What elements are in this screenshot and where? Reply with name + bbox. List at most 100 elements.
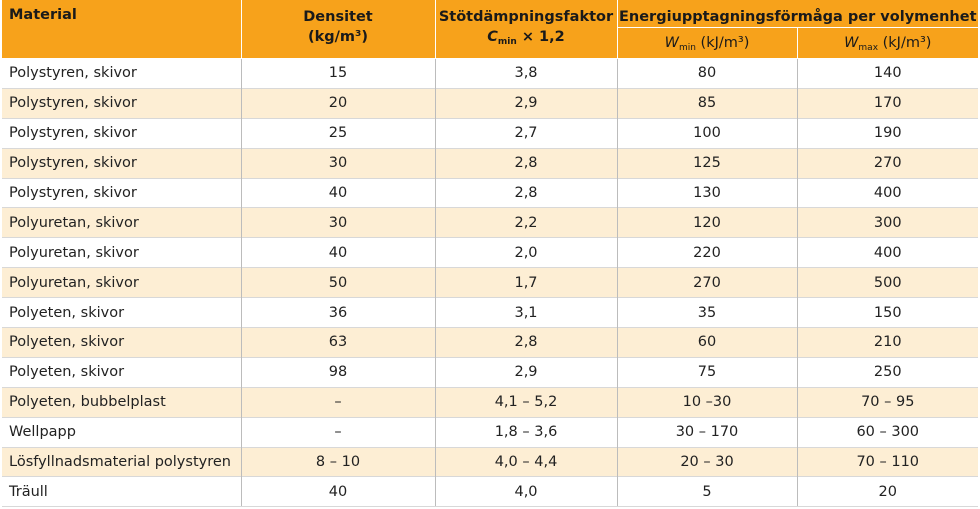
cell-wmax: 300 (797, 207, 978, 238)
table-row: Polyuretan, skivor 30 2,2 120 300 (2, 207, 978, 238)
cell-density: 30 (241, 147, 436, 179)
cell-shock-factor: 1,8 – 3,6 (435, 416, 618, 448)
cell-density: 50 (241, 267, 436, 298)
table-row: Polyuretan, skivor 50 1,7 270 500 (2, 267, 978, 298)
cell-material: Polystyren, skivor (2, 177, 242, 208)
cell-wmax: 500 (797, 267, 978, 298)
cell-shock-factor: 2,0 (435, 237, 618, 268)
cell-material: Polyuretan, skivor (2, 237, 242, 268)
cell-material: Polystyren, skivor (2, 58, 242, 89)
cell-shock-factor: 2,8 (435, 147, 618, 179)
cell-wmax: 250 (797, 356, 978, 388)
cell-wmax: 210 (797, 327, 978, 358)
table-row: Träull 40 4,0 5 20 (2, 476, 978, 508)
cell-shock-factor: 2,2 (435, 207, 618, 238)
table-body: Polystyren, skivor 15 3,8 80 140 Polysty… (2, 58, 978, 508)
cell-wmin: 220 (617, 237, 798, 268)
table-row: Polyeten, bubbelplast – 4,1 – 5,2 10 –30… (2, 386, 978, 418)
cell-wmax: 400 (797, 177, 978, 208)
cell-wmin: 10 –30 (617, 386, 798, 418)
cell-material: Polystyren, skivor (2, 117, 242, 149)
cell-density: 98 (241, 356, 436, 388)
header-wmax-sub: max (858, 43, 879, 53)
header-wmax-unit: (kJ/m³) (878, 35, 932, 51)
table-header: Material Densitet (kg/m³) Stötdämpningsf… (2, 0, 978, 59)
header-wmax: Wmax (kJ/m³) (797, 27, 978, 59)
table-row: Polystyren, skivor 25 2,7 100 190 (2, 117, 978, 149)
cell-wmin: 60 (617, 327, 798, 358)
cell-wmin: 120 (617, 207, 798, 238)
cell-density: 15 (241, 58, 436, 89)
cell-wmin: 30 – 170 (617, 416, 798, 448)
cell-wmax: 400 (797, 237, 978, 268)
cell-material: Wellpapp (2, 416, 242, 448)
table-row: Lösfyllnadsmaterial polystyren 8 – 10 4,… (2, 446, 978, 477)
header-shock-var: C (487, 29, 498, 45)
cell-material: Polystyren, skivor (2, 147, 242, 179)
cell-density: – (241, 386, 436, 418)
header-wmin-sub: min (678, 43, 696, 53)
cell-density: 40 (241, 476, 436, 508)
cell-shock-factor: 2,7 (435, 117, 618, 149)
cell-material: Polyeten, bubbelplast (2, 386, 242, 418)
cell-shock-factor: 3,8 (435, 58, 618, 89)
cell-density: 63 (241, 327, 436, 358)
cell-density: 40 (241, 237, 436, 268)
table-row: Polyuretan, skivor 40 2,0 220 400 (2, 237, 978, 268)
cell-density: 40 (241, 177, 436, 208)
cell-material: Träull (2, 476, 242, 508)
header-density-unit: (kg/m³) (307, 29, 369, 45)
cell-wmax: 190 (797, 117, 978, 149)
cell-material: Lösfyllnadsmaterial polystyren (2, 446, 242, 477)
cell-material: Polyeten, skivor (2, 327, 242, 358)
header-wmin-unit: (kJ/m³) (695, 35, 750, 51)
cell-wmax: 60 – 300 (797, 416, 978, 448)
cell-shock-factor: 4,0 – 4,4 (435, 446, 618, 477)
cell-shock-factor: 4,1 – 5,2 (435, 386, 618, 418)
cell-wmin: 100 (617, 117, 798, 149)
cell-wmax: 70 – 95 (797, 386, 978, 418)
cell-density: 8 – 10 (241, 446, 436, 477)
cell-shock-factor: 4,0 (435, 476, 618, 508)
cell-wmin: 75 (617, 356, 798, 388)
cell-material: Polyeten, skivor (2, 297, 242, 328)
cell-shock-factor: 2,8 (435, 327, 618, 358)
cell-shock-factor: 2,9 (435, 87, 618, 119)
cell-density: 30 (241, 207, 436, 238)
cell-shock-factor: 2,8 (435, 177, 618, 208)
cell-material: Polyuretan, skivor (2, 267, 242, 298)
header-density: Densitet (kg/m³) (241, 0, 436, 59)
header-shock-rest: × 1,2 (516, 29, 565, 45)
table-row: Polyeten, skivor 63 2,8 60 210 (2, 327, 978, 358)
header-energy: Energiupptagningsförmåga per volymenhet (617, 0, 978, 28)
cell-wmin: 130 (617, 177, 798, 208)
cell-wmin: 125 (617, 147, 798, 179)
cell-density: 20 (241, 87, 436, 119)
table-row: Wellpapp – 1,8 – 3,6 30 – 170 60 – 300 (2, 416, 978, 448)
cell-material: Polyuretan, skivor (2, 207, 242, 238)
cell-material: Polyeten, skivor (2, 356, 242, 388)
table-row: Polyeten, skivor 98 2,9 75 250 (2, 356, 978, 388)
cell-wmax: 270 (797, 147, 978, 179)
cell-wmin: 20 – 30 (617, 446, 798, 477)
header-wmin-var: W (664, 35, 679, 51)
header-shock-sub: min (497, 37, 517, 47)
cell-wmin: 80 (617, 58, 798, 89)
cell-density: – (241, 416, 436, 448)
table-row: Polystyren, skivor 40 2,8 130 400 (2, 177, 978, 208)
cell-density: 36 (241, 297, 436, 328)
cell-wmax: 70 – 110 (797, 446, 978, 477)
cell-wmax: 150 (797, 297, 978, 328)
cell-density: 25 (241, 117, 436, 149)
cell-shock-factor: 2,9 (435, 356, 618, 388)
table-row: Polystyren, skivor 30 2,8 125 270 (2, 147, 978, 179)
table-row: Polystyren, skivor 15 3,8 80 140 (2, 58, 978, 89)
cell-wmin: 35 (617, 297, 798, 328)
cell-material: Polystyren, skivor (2, 87, 242, 119)
header-shock-title: Stötdämpningsfaktor (438, 9, 614, 25)
header-material: Material (2, 0, 242, 59)
table-row: Polystyren, skivor 20 2,9 85 170 (2, 87, 978, 119)
table-row: Polyeten, skivor 36 3,1 35 150 (2, 297, 978, 328)
cell-shock-factor: 1,7 (435, 267, 618, 298)
